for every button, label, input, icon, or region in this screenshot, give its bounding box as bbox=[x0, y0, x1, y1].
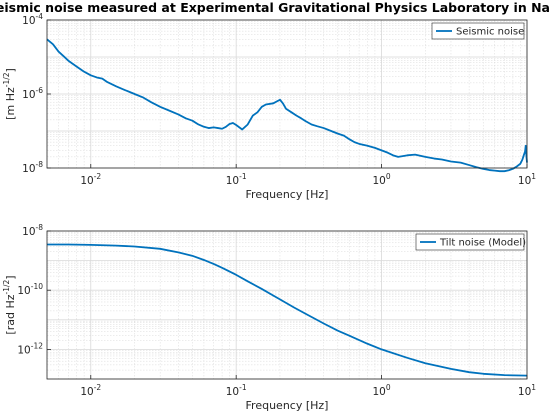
grid-lines bbox=[46, 19, 528, 169]
x-tick-label: 100 bbox=[373, 383, 391, 398]
y-tick-label-exp: -8 bbox=[36, 160, 44, 169]
x-axis-label: Frequency [Hz] bbox=[246, 188, 329, 201]
legend-label: Tilt noise (Model) bbox=[439, 238, 526, 249]
y-tick-label: 10-10 bbox=[17, 282, 43, 297]
x-tick-label-base: 10 bbox=[518, 386, 531, 398]
x-tick-label-exp: 1 bbox=[531, 172, 536, 181]
legend-label: Seismic noise bbox=[456, 27, 524, 38]
y-tick-label-base: 10 bbox=[22, 226, 35, 238]
y-tick-label: 10-12 bbox=[17, 341, 43, 356]
y-axis-label: [m Hz-1/2] bbox=[2, 68, 17, 120]
y-tick-label-base: 10 bbox=[17, 285, 30, 297]
x-tick-label-exp: 0 bbox=[386, 172, 391, 181]
y-axis-label-end: ] bbox=[4, 68, 17, 72]
series-line-tilt-noise-model- bbox=[47, 243, 528, 377]
legend: Tilt noise (Model) bbox=[415, 233, 526, 251]
y-tick-label-exp: -6 bbox=[36, 86, 44, 95]
x-tick-label: 100 bbox=[373, 172, 391, 187]
figure-title: Seismic noise measured at Experimental G… bbox=[0, 0, 550, 15]
x-tick-label: 101 bbox=[518, 172, 536, 187]
x-axis-label: Frequency [Hz] bbox=[246, 399, 329, 412]
legend-box bbox=[431, 22, 525, 40]
x-tick-label: 10-2 bbox=[80, 383, 101, 398]
x-tick-label-exp: -2 bbox=[94, 172, 102, 181]
y-axis-label: [rad Hz-1/2] bbox=[2, 275, 17, 334]
x-tick-label-base: 10 bbox=[226, 386, 239, 398]
x-tick-label-exp: 1 bbox=[531, 383, 536, 392]
y-tick-label-base: 10 bbox=[22, 89, 35, 101]
x-tick-label-exp: -1 bbox=[239, 383, 247, 392]
axes-frame bbox=[46, 230, 528, 380]
x-tick-label: 101 bbox=[518, 383, 536, 398]
y-tick-label: 10-8 bbox=[22, 223, 43, 238]
x-tick-label: 10-1 bbox=[226, 172, 247, 187]
x-tick-label-exp: -1 bbox=[239, 172, 247, 181]
x-tick-label: 10-1 bbox=[226, 383, 247, 398]
x-tick-label: 10-2 bbox=[80, 172, 101, 187]
y-tick-label-base: 10 bbox=[22, 163, 35, 175]
legend: Seismic noise bbox=[431, 22, 525, 40]
y-tick-label-exp: -12 bbox=[31, 341, 43, 350]
y-axis-label-end: ] bbox=[4, 275, 17, 279]
y-tick-label: 10-4 bbox=[22, 12, 43, 27]
y-axis-label-exp: -1/2 bbox=[2, 72, 11, 87]
x-tick-label-base: 10 bbox=[518, 175, 531, 187]
y-tick-label: 10-6 bbox=[22, 86, 43, 101]
y-tick-label-exp: -10 bbox=[31, 282, 43, 291]
legend-box bbox=[415, 233, 525, 251]
y-axis-label-exp: -1/2 bbox=[2, 279, 11, 294]
y-tick-label-base: 10 bbox=[22, 15, 35, 27]
series-line-seismic-noise bbox=[46, 38, 528, 173]
x-tick-label-base: 10 bbox=[80, 386, 93, 398]
x-tick-label-base: 10 bbox=[226, 175, 239, 187]
y-axis-label-main: [rad Hz bbox=[4, 294, 17, 334]
x-tick-label-base: 10 bbox=[373, 386, 386, 398]
x-tick-label-exp: -2 bbox=[94, 383, 102, 392]
x-tick-label-exp: 0 bbox=[386, 383, 391, 392]
y-tick-label-exp: -4 bbox=[36, 12, 44, 21]
x-tick-label-base: 10 bbox=[373, 175, 386, 187]
x-tick-label-base: 10 bbox=[80, 175, 93, 187]
y-tick-label: 10-8 bbox=[22, 160, 43, 175]
y-axis-label-main: [m Hz bbox=[4, 87, 17, 120]
plot-area bbox=[47, 231, 527, 379]
y-tick-label-base: 10 bbox=[17, 344, 30, 356]
y-tick-label-exp: -8 bbox=[36, 223, 44, 232]
